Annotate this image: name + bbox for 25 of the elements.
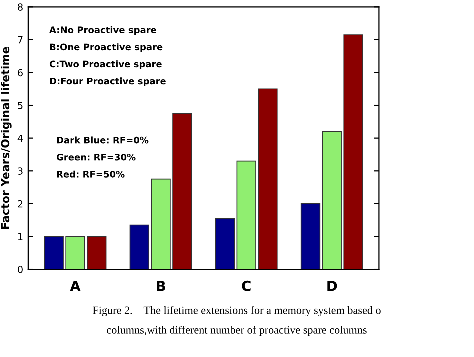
x-tick-label: B [157, 281, 166, 292]
y-tick-label: 0 [18, 266, 23, 274]
bar [300, 204, 321, 270]
annotation: B:One Proactive spare [50, 44, 163, 52]
y-tick-label: 3 [18, 168, 23, 175]
x-tick-label: C [242, 280, 251, 292]
y-axis-title: Factor Years/Original lifetime [0, 47, 12, 229]
annotation: A:No Proactive spare [50, 26, 156, 36]
text: columns,with different number of proactive spare columns [107, 326, 367, 336]
y-tick-label: 2 [18, 200, 23, 208]
y-tick-label: 5 [18, 102, 23, 110]
annotation: Green: RF=30% [56, 154, 136, 161]
x-tick-label: D [328, 281, 338, 292]
annotation: Red: RF=50% [57, 170, 125, 178]
x-tick-label: A [70, 281, 81, 292]
annotation: C:Two Proactive spare [50, 60, 162, 70]
y-tick-label: 8 [18, 4, 23, 11]
annotation: Dark Blue: RF=0% [57, 136, 149, 144]
y-tick-label: 4 [18, 134, 24, 142]
y-tick-label: 7 [18, 36, 23, 44]
annotation: D:Four Proactive spare [50, 78, 166, 86]
y-tick-label: 1 [18, 233, 23, 240]
caption: Figure 2. The lifetime extensions for a memory system based o [93, 306, 381, 317]
y-tick-label: 6 [18, 69, 23, 77]
bar [215, 218, 236, 270]
